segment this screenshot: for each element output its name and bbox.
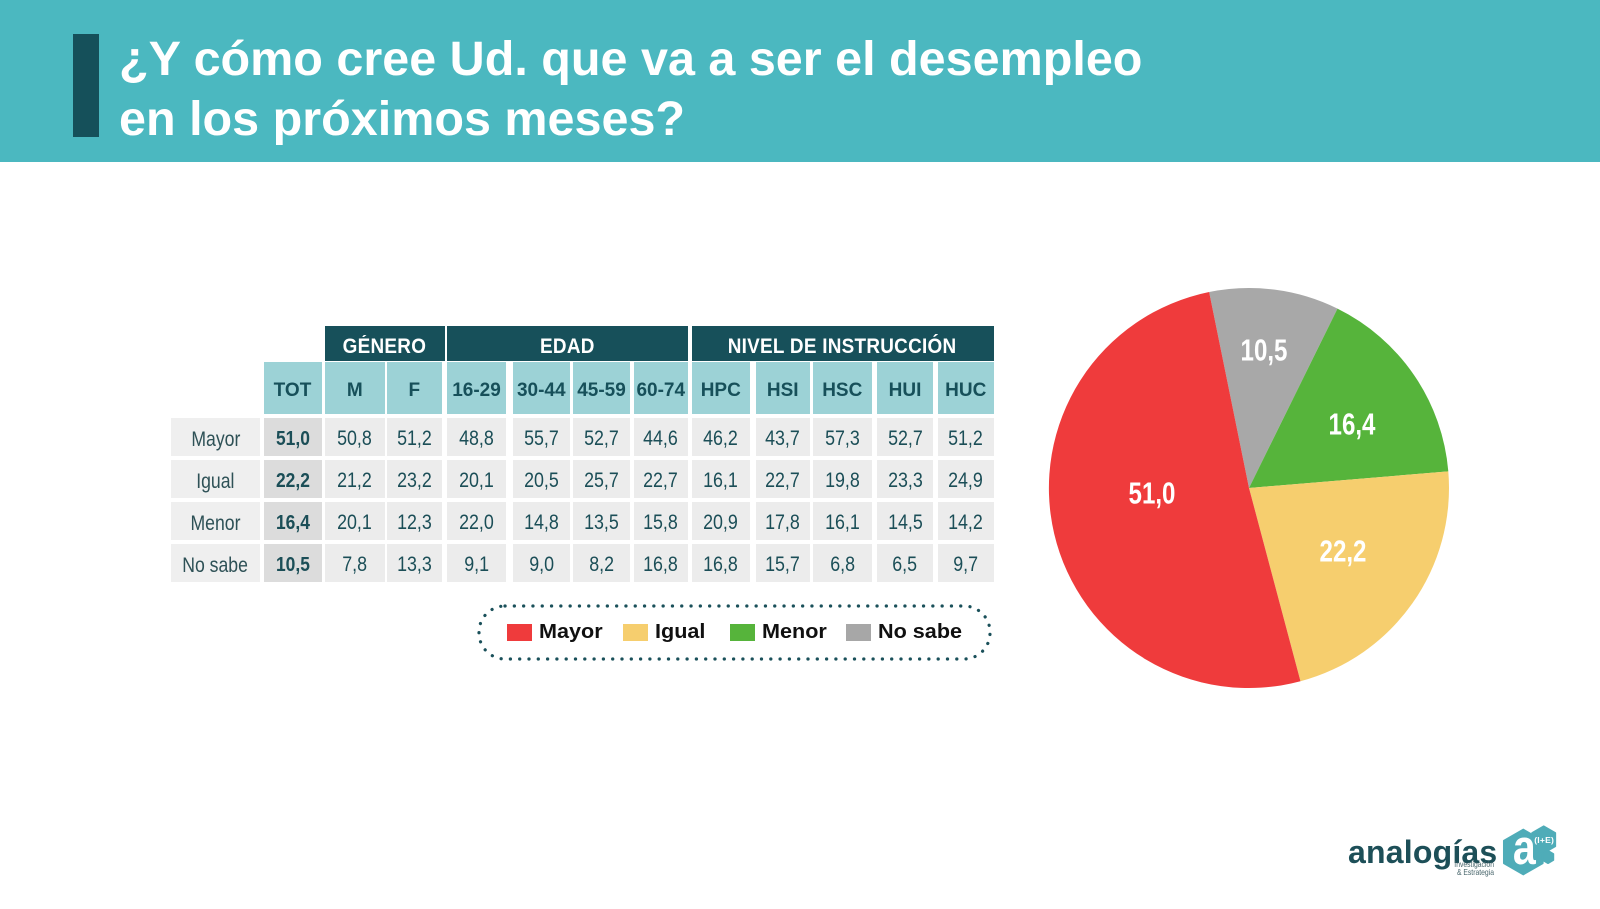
svg-text:a: a <box>1513 820 1537 875</box>
svg-text:(I+E): (I+E) <box>1534 835 1554 845</box>
